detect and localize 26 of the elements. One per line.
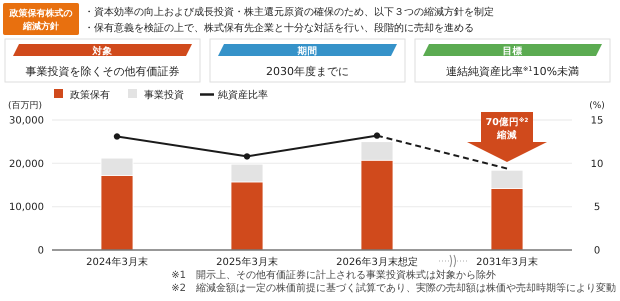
x-tick-label: 2026年3月末想定 bbox=[336, 256, 418, 268]
y2-tick-label: 5 bbox=[594, 202, 600, 214]
legend-label: 政策保有 bbox=[70, 89, 110, 101]
header: 政策保有株式の 縮減方針 bbox=[3, 3, 79, 35]
x-tick-label: 2024年3月末 bbox=[86, 256, 148, 268]
y2-tick-label: 15 bbox=[590, 116, 604, 126]
y-tick-label: 30,000 bbox=[9, 116, 44, 126]
text: ・保有意義を検証の上で、株式保有先企業と十分な対話を行い、段階的に売却を進める bbox=[84, 22, 474, 34]
text: ※2 縮減金額は一定の株価前提に基づく試算であり、実際の売却額は株価や売却時期等により変動 bbox=[171, 282, 616, 294]
legend-label: 純資産比率 bbox=[218, 89, 268, 101]
text: ※1 開示上、その他有価証券に計上される事業投資株式は対象から除外 bbox=[171, 269, 496, 281]
y2-axis-title: (%) bbox=[589, 101, 605, 111]
x-tick-label: 2031年3月末 bbox=[476, 256, 538, 268]
y-tick-label: 0 bbox=[38, 246, 44, 256]
annotation: 70億円$^{※2}$ bbox=[486, 116, 528, 128]
point bbox=[114, 133, 120, 140]
x-tick-label: 2025年3月末 bbox=[216, 256, 278, 268]
y-tick-label: 10,000 bbox=[9, 202, 44, 214]
point bbox=[244, 153, 250, 160]
legend-label: 事業投資 bbox=[144, 89, 184, 101]
y-tick-label: 20,000 bbox=[9, 158, 44, 170]
y2-tick-label: 0 bbox=[594, 246, 600, 256]
y-axis-title: (百万円) bbox=[8, 101, 42, 111]
text: ・資本効率の向上および成長投資・株主還元原資の確保のため、以下３つの縮減方針を制定 bbox=[84, 6, 494, 18]
y2-tick-label: 10 bbox=[590, 158, 604, 170]
annotation: 縮減 bbox=[496, 129, 517, 141]
